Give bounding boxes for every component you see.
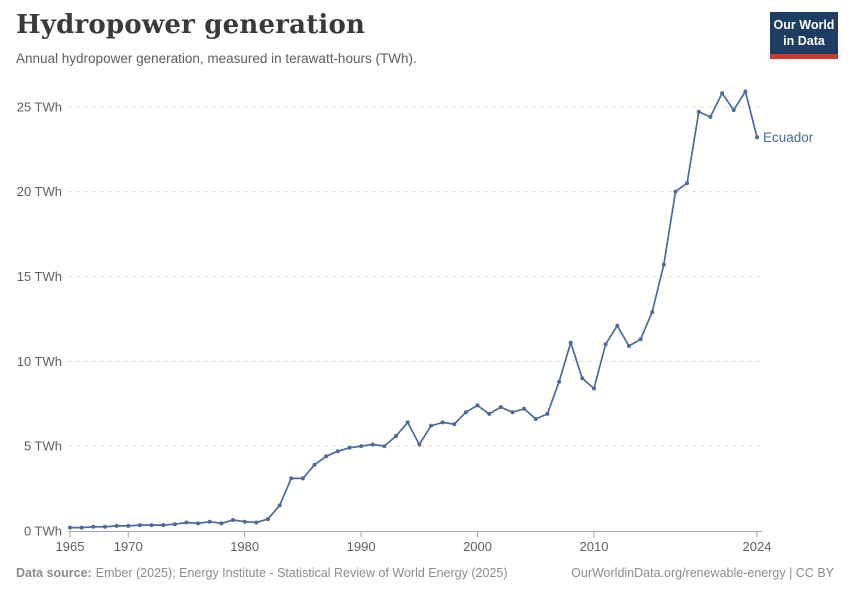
data-point [184,520,189,525]
data-point [743,89,748,94]
data-point [370,442,375,447]
data-point [498,405,503,410]
data-source-text: Ember (2025); Energy Institute - Statist… [95,566,508,580]
data-point [626,344,631,348]
data-point [615,323,620,328]
data-point [545,411,550,416]
x-axis-label: 1980 [230,539,259,554]
data-point [417,442,422,447]
series-label-ecuador: Ecuador [763,130,814,145]
data-point [661,262,666,267]
data-point [475,403,480,408]
y-axis-label: 15 TWh [17,269,62,284]
data-point [708,114,713,119]
data-point [452,422,457,427]
data-point [394,434,398,438]
data-point [650,310,655,315]
data-point [603,342,608,347]
data-source-label: Data source: [16,566,92,580]
x-axis-label: 2010 [580,539,609,554]
data-point [91,524,96,529]
data-point [755,135,759,140]
logo-line-2: in Data [783,34,825,49]
data-point [347,445,352,450]
data-point [161,523,166,528]
data-point [335,449,340,454]
logo-line-1: Our World [773,18,835,32]
footer-link[interactable]: OurWorldinData.org/renewable-energy | CC… [571,566,834,580]
data-point [102,524,107,529]
data-point [300,476,305,481]
data-point [580,376,585,381]
data-point [382,444,387,449]
data-point [731,108,736,113]
data-point [696,109,701,114]
chart-footer: Data source: Ember (2025); Energy Institu… [16,566,834,580]
data-point [196,521,201,526]
data-point [592,386,596,391]
owid-logo: Our World in Data [770,12,838,59]
data-point [126,523,131,528]
data-point [429,423,433,428]
data-point [114,523,119,528]
x-axis-label: 2024 [743,539,772,554]
chart-title: Hydropower generation [16,10,366,40]
data-point [265,517,270,522]
data-point [557,379,562,384]
data-point [510,410,515,415]
y-axis-label: 25 TWh [17,99,62,114]
data-point [359,444,364,449]
chart-subtitle: Annual hydropower generation, measured i… [16,51,417,66]
data-point [79,525,84,530]
x-axis-label: 1965 [56,539,85,554]
data-point [242,519,247,524]
data-point [463,410,468,415]
series-line-ecuador [69,90,758,529]
data-point [487,411,492,416]
data-point [219,521,224,526]
data-point [638,337,643,342]
y-axis-label: 10 TWh [17,354,62,369]
data-point [720,91,725,96]
data-source: Data source: Ember (2025); Energy Institu… [16,566,507,580]
data-point [277,503,282,508]
data-point [522,406,527,411]
x-axis-label: 2000 [463,539,492,554]
data-point [254,520,259,525]
data-point [533,417,538,421]
data-point [149,523,154,528]
data-point [137,523,142,528]
y-axis-label: 5 TWh [24,439,62,454]
data-point [231,518,235,522]
data-point [673,189,678,194]
x-axis-label: 1970 [114,539,143,554]
data-point [172,522,177,527]
data-point [68,525,72,530]
data-point [289,476,294,481]
data-point [568,340,573,345]
y-axis-label: 0 TWh [24,524,62,539]
data-point [312,462,317,467]
y-axis-label: 20 TWh [17,184,62,199]
x-axis-label: 1990 [347,539,376,554]
data-point [207,519,212,524]
data-point [440,420,445,425]
data-point [405,420,410,425]
logo-red-bar [770,53,838,59]
data-point [685,181,690,186]
data-point [324,454,329,459]
